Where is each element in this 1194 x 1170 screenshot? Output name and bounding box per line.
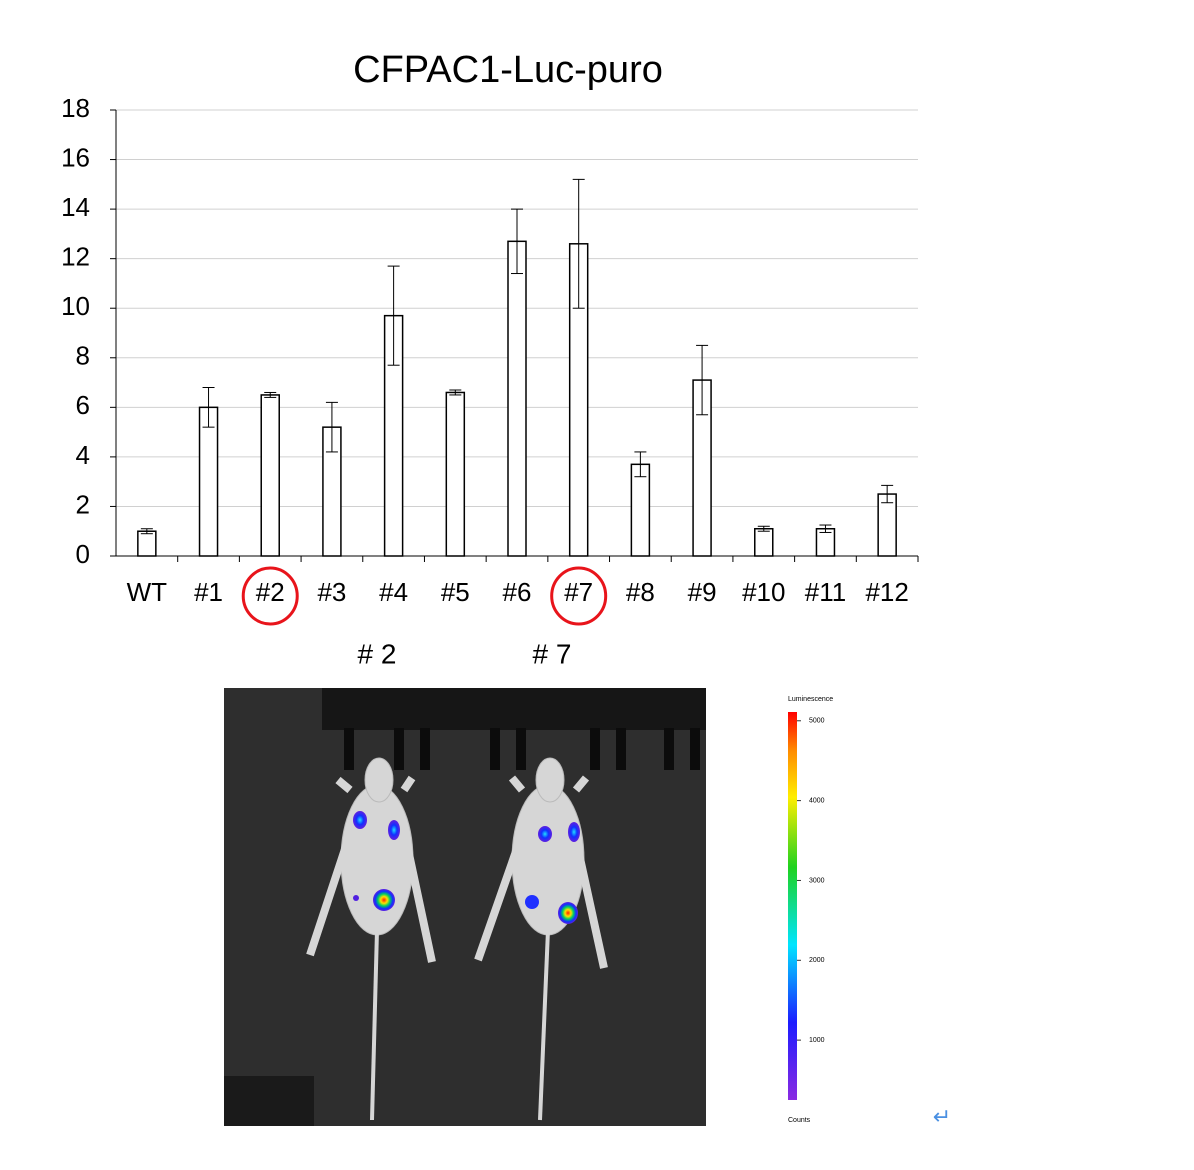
plot: 0 2 4 6 8 10 12 14 16 18 WT #1 #2 #3 #4 #5 #6 #7 #8 #9 #10 #1…: [61, 93, 919, 626]
y-tick-label: 2: [76, 489, 90, 519]
x-tick-label: #7: [564, 577, 593, 607]
x-tick-label: #11: [805, 577, 846, 607]
bar: [198, 406, 219, 557]
error-bar: [325, 401, 338, 453]
x-tick-label: #5: [441, 577, 470, 607]
y-tick-label: 6: [76, 390, 90, 420]
error-bar: [634, 451, 647, 478]
image-label: # 7: [533, 638, 572, 669]
bar: [877, 493, 897, 557]
chart-title: CFPAC1-Luc-puro: [353, 49, 663, 91]
colorbar-tick-label: 1000: [809, 1037, 825, 1044]
bar: [507, 240, 527, 557]
colorbar-footer: Counts: [788, 1117, 811, 1124]
bar: [630, 463, 651, 557]
error-bar: [511, 208, 523, 275]
y-tick-label: 0: [76, 539, 90, 569]
error-bar: [449, 389, 462, 396]
error-bar: [387, 265, 400, 366]
bar: [445, 391, 466, 557]
x-tick-label: #2: [256, 577, 285, 607]
error-bar: [696, 344, 709, 416]
x-tick-label: #1: [194, 577, 223, 607]
y-tick-label: 16: [61, 142, 90, 172]
highlight-circle: [241, 566, 299, 626]
x-tick-label: WT: [127, 577, 168, 607]
x-tick-label: #10: [742, 577, 785, 607]
error-bar: [140, 528, 153, 535]
bar: [260, 394, 280, 557]
colorbar: Luminescence Counts 1000 2000 3000 4000 5000: [788, 696, 833, 1124]
error-bar: [881, 484, 894, 504]
y-tick-label: 14: [61, 192, 90, 222]
return-mark: ↵: [933, 1104, 951, 1129]
bar: [137, 530, 157, 557]
colorbar-tick-label: 2000: [809, 957, 825, 964]
y-tick-label: 8: [76, 341, 90, 371]
mouse-image: [224, 688, 706, 1126]
error-bar: [572, 178, 585, 309]
y-tick-label: 18: [61, 93, 90, 123]
x-tick-label: #3: [317, 577, 346, 607]
y-tick-label: 10: [61, 291, 90, 321]
error-bar: [264, 391, 277, 398]
error-bar: [757, 525, 770, 532]
error-bar: [202, 387, 215, 428]
colorbar-title: Luminescence: [788, 696, 833, 703]
colorbar-gradient: [788, 712, 797, 1100]
bar: [754, 527, 774, 557]
error-bar: [819, 524, 832, 533]
y-tick-label: 4: [76, 440, 90, 470]
colorbar-tick-label: 4000: [809, 797, 825, 804]
x-tick-label: #6: [503, 577, 532, 607]
x-tick-label: #9: [688, 577, 717, 607]
colorbar-tick-label: 5000: [809, 718, 825, 725]
y-tick-label: 12: [61, 242, 90, 272]
colorbar-tick-label: 3000: [809, 877, 825, 884]
x-tick-label: #4: [379, 577, 408, 607]
x-tick-label: #8: [626, 577, 655, 607]
highlight-circle: [550, 566, 608, 626]
x-tick-label: #12: [865, 577, 908, 607]
image-label: # 2: [358, 638, 397, 669]
